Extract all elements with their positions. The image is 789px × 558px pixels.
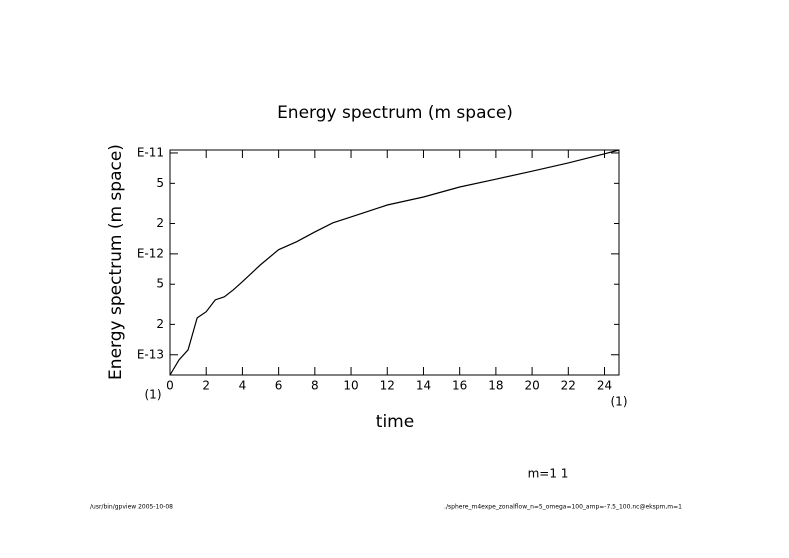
- x-tick-label: 2: [202, 379, 210, 393]
- x-tick-label: 12: [380, 379, 395, 393]
- y-unit-label: (1): [145, 388, 162, 402]
- y-tick-label: 2: [156, 317, 164, 331]
- x-tick-label: 22: [561, 379, 576, 393]
- footer-right: ./sphere_m4expe_zonalflow_n=5_omega=100_…: [444, 504, 682, 511]
- x-axis-label: time: [376, 412, 414, 432]
- x-tick-label: 18: [488, 379, 503, 393]
- y-tick-label: 5: [156, 176, 164, 190]
- x-tick-label: 4: [239, 379, 247, 393]
- x-unit-label: (1): [611, 395, 628, 409]
- y-tick-label: 2: [156, 216, 164, 230]
- chart-title: Energy spectrum (m space): [277, 103, 513, 123]
- x-tick-label: 0: [166, 379, 174, 393]
- plot-frame: [169, 149, 620, 376]
- x-tick-label: 14: [416, 379, 431, 393]
- x-tick-label: 10: [343, 379, 358, 393]
- footer-left: /usr/bin/gpview 2005-10-08: [90, 504, 173, 511]
- annotation: m=1 1: [528, 467, 569, 481]
- x-tick-label: 20: [524, 379, 539, 393]
- data-line: [169, 149, 620, 376]
- x-tick-label: 6: [275, 379, 283, 393]
- x-tick-label: 8: [311, 379, 319, 393]
- y-tick-label: E-11: [137, 145, 164, 159]
- y-tick-label: E-12: [137, 246, 164, 260]
- y-tick-label: 5: [156, 277, 164, 291]
- y-axis-label: Energy spectrum (m space): [106, 144, 126, 380]
- y-tick-label: E-13: [137, 347, 164, 361]
- x-tick-label: 16: [452, 379, 467, 393]
- x-tick-label: 24: [597, 379, 612, 393]
